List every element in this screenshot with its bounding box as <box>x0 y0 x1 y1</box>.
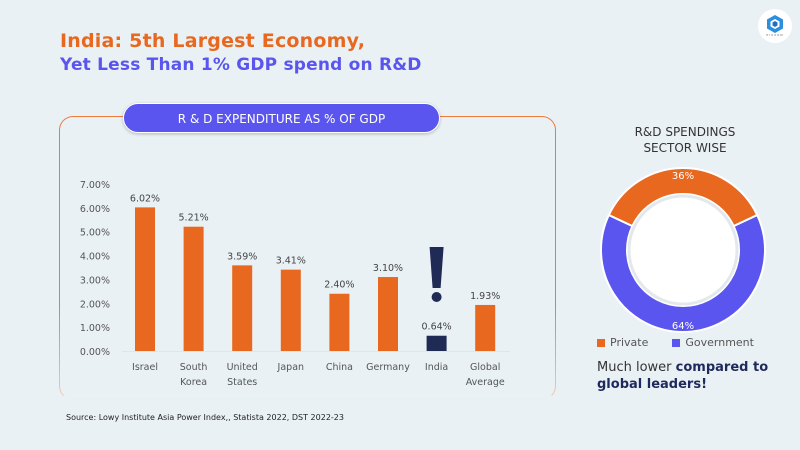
donut-slice-private <box>607 167 759 228</box>
note-plain: Much lower <box>597 360 676 375</box>
source-citation: Source: Lowy Institute Asia Power Index,… <box>66 413 344 422</box>
headline-line-1: India: 5th Largest Economy, <box>60 30 366 52</box>
headline-line-2: Yet Less Than 1% GDP spend on R&D <box>60 55 422 75</box>
brand-logo: PIXXON <box>758 9 792 43</box>
bar-chart-title: R & D EXPENDITURE AS % OF GDP <box>123 103 440 133</box>
note-bold: compared to global leaders! <box>597 360 769 392</box>
donut-title-line-2: SECTOR WISE <box>643 141 727 155</box>
callout-note: Much lower compared to global leaders! <box>597 359 787 393</box>
legend-item-government: Government <box>672 336 754 349</box>
hexagon-logo-icon <box>767 15 783 33</box>
legend-swatch-private <box>597 338 605 347</box>
bar-chart-panel <box>59 116 556 400</box>
donut-legend: Private Government <box>597 336 754 349</box>
legend-label-private: Private <box>610 336 649 349</box>
donut-hole <box>627 194 739 306</box>
legend-label-government: Government <box>685 336 754 349</box>
legend-swatch-government <box>672 338 681 347</box>
donut-slice-government <box>600 213 766 333</box>
logo-text: PIXXON <box>766 33 784 37</box>
donut-chart-title: R&D SPENDINGS SECTOR WISE <box>600 124 770 156</box>
donut-title-line-1: R&D SPENDINGS <box>634 125 736 139</box>
legend-item-private: Private <box>597 336 648 349</box>
donut-data-label: 64% <box>672 321 694 332</box>
donut-data-label: 36% <box>672 171 694 182</box>
